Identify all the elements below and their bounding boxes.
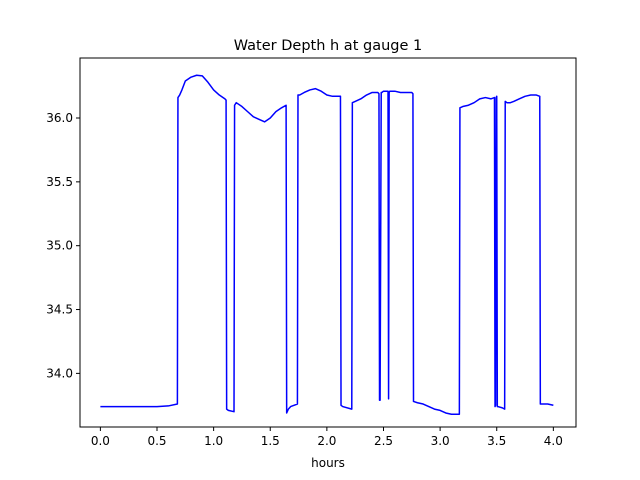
x-tick-label: 4.0 <box>544 434 563 448</box>
y-tick-label: 35.0 <box>46 239 73 253</box>
x-tick-label: 1.0 <box>204 434 223 448</box>
x-tick-label: 1.5 <box>261 434 280 448</box>
x-tick-label: 0.5 <box>147 434 166 448</box>
series-line-0 <box>100 74 554 415</box>
y-tick-label: 34.5 <box>46 303 73 317</box>
x-tick-label: 3.0 <box>431 434 450 448</box>
y-axis-ticks: 34.0 34.5 35.0 35.5 36.0 <box>46 111 80 380</box>
y-tick-label: 35.5 <box>46 175 73 189</box>
y-tick-label: 34.0 <box>46 366 73 380</box>
x-tick-label: 2.0 <box>317 434 336 448</box>
chart-title: Water Depth h at gauge 1 <box>234 38 422 54</box>
y-tick-label: 36.0 <box>46 111 73 125</box>
x-axis-label: hours <box>311 456 345 470</box>
x-tick-label: 2.5 <box>374 434 393 448</box>
series-layer <box>100 74 554 415</box>
x-axis-ticks: 0.0 0.5 1.0 1.5 2.0 2.5 3.0 3.5 4.0 <box>91 427 563 448</box>
x-tick-label: 3.5 <box>487 434 506 448</box>
x-tick-label: 0.0 <box>91 434 110 448</box>
plot-frame <box>79 57 577 428</box>
